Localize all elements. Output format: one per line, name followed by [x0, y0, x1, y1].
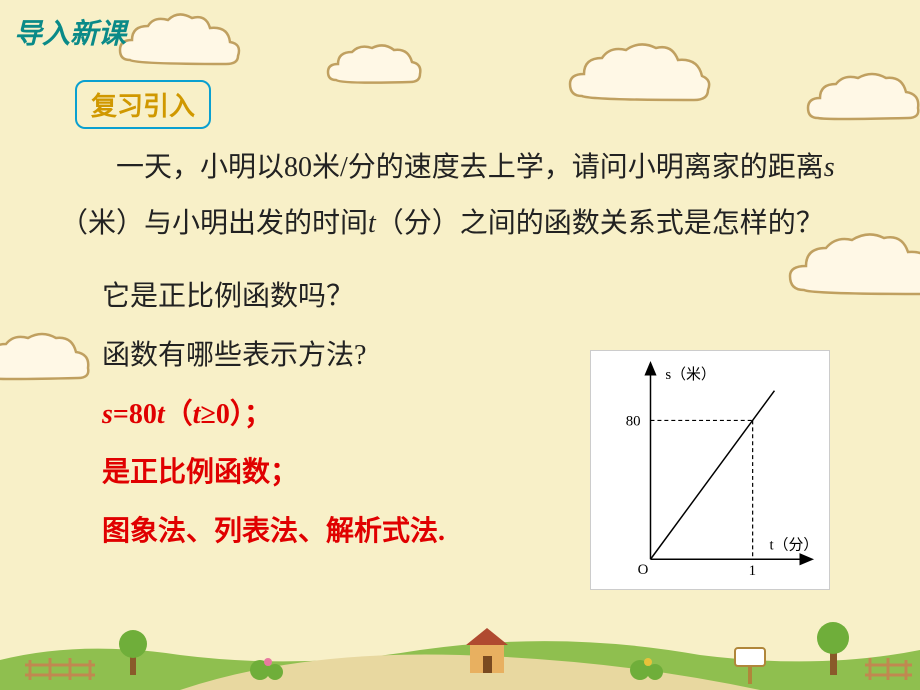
cloud-decoration — [110, 10, 250, 80]
chart-x-tick: 1 — [749, 563, 756, 579]
chart-y-tick: 80 — [626, 413, 641, 429]
footer-scene — [0, 600, 920, 690]
cloud-decoration — [320, 40, 430, 95]
section-title: 导入新课 — [14, 12, 126, 52]
chart-origin-label: O — [638, 562, 649, 578]
review-badge: 复习引入 — [75, 80, 211, 129]
cloud-decoration — [560, 40, 720, 115]
cloud-decoration — [800, 70, 920, 135]
problem-paragraph: 一天，小明以80米/分的速度去上学，请问小明离家的距离s（米）与小明出发的时间t… — [60, 140, 880, 252]
question-1: 它是正比例函数吗？ — [102, 268, 880, 327]
chart-y-label: s（米） — [665, 366, 715, 383]
chart-x-label: t（分） — [770, 536, 819, 553]
chart-figure: O s（米） t（分） 80 1 — [590, 350, 830, 590]
review-badge-label: 复习引入 — [91, 91, 195, 121]
